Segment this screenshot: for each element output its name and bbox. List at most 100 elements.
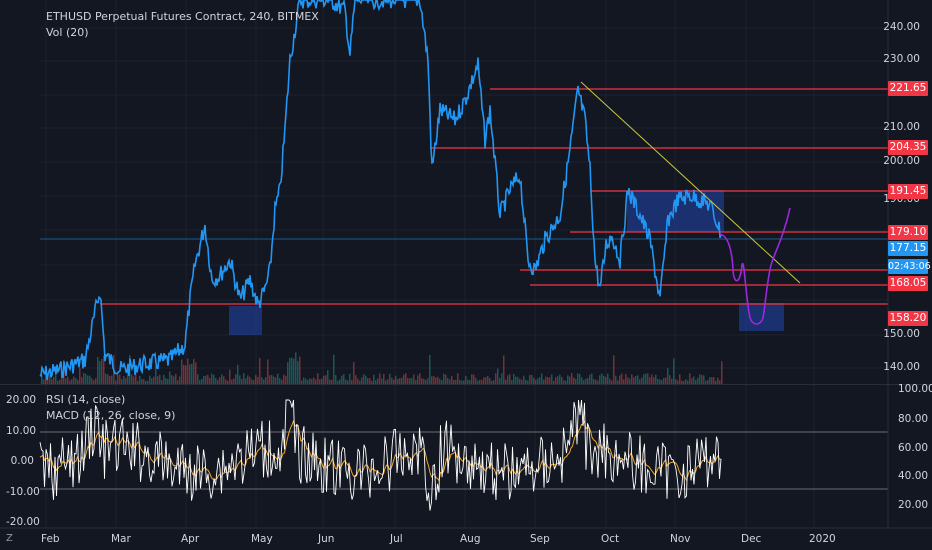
volume-bar (241, 379, 243, 384)
price-tick: 140.00 (883, 361, 920, 373)
volume-bar (303, 377, 305, 384)
volume-bar (107, 374, 109, 384)
volume-bar (597, 380, 599, 384)
volume-bar (401, 377, 403, 384)
volume-bar (235, 374, 237, 384)
volume-bar (353, 361, 355, 384)
volume-bar (533, 377, 535, 384)
volume-bar (699, 374, 701, 384)
trendline[interactable] (580, 81, 801, 284)
volume-bar (145, 380, 147, 384)
volume-bar (599, 375, 601, 384)
volume-bar (539, 377, 541, 384)
volume-bar (547, 377, 549, 384)
level-badge[interactable]: 191.45 (888, 184, 928, 199)
volume-bar (349, 373, 351, 384)
volume-bar (61, 374, 63, 384)
volume-bar (477, 380, 479, 384)
volume-bar (49, 374, 51, 384)
volume-bar (521, 379, 523, 384)
volume-bar (197, 374, 199, 384)
volume-bar (105, 373, 107, 384)
price-tick: 230.00 (883, 53, 920, 65)
volume-bar (237, 364, 239, 384)
volume-bar (65, 378, 67, 384)
volume-bar (685, 379, 687, 384)
time-tick: Mar (111, 533, 131, 545)
volume-bar (155, 365, 157, 384)
volume-bar (309, 378, 311, 384)
volume-bar (73, 376, 75, 384)
time-tick: Sep (530, 533, 550, 545)
volume-bar (297, 360, 299, 384)
volume-bar (601, 373, 603, 384)
zoom-icon[interactable]: Z (6, 533, 13, 544)
volume-bar (435, 377, 437, 384)
volume-bar (691, 378, 693, 384)
symbol-title[interactable]: ETHUSD Perpetual Futures Contract, 240, … (46, 10, 319, 23)
volume-bar (307, 379, 309, 384)
volume-bar (193, 358, 195, 384)
volume-bar (351, 379, 353, 384)
projection-path[interactable] (719, 207, 791, 325)
volume-indicator-label[interactable]: Vol (20) (46, 26, 89, 39)
volume-bar (225, 379, 227, 384)
time-tick: Oct (601, 533, 620, 545)
volume-bar (495, 373, 497, 384)
volume-bar (425, 380, 427, 384)
range-box (229, 306, 262, 335)
level-badge[interactable]: 158.20 (888, 311, 928, 326)
volume-bar (455, 380, 457, 384)
volume-bar (133, 376, 135, 384)
volume-bar (299, 356, 301, 384)
volume-bar (449, 379, 451, 384)
volume-bar (687, 380, 689, 384)
volume-bar (497, 368, 499, 384)
volume-bar (271, 374, 273, 384)
rsi-indicator-label[interactable]: RSI (14, close) (46, 393, 126, 406)
level-badge[interactable]: 168.05 (888, 276, 928, 291)
volume-bar (451, 375, 453, 384)
last-price-badge[interactable]: 177.15 (888, 241, 928, 256)
volume-bar (205, 375, 207, 384)
volume-bar (209, 377, 211, 384)
volume-bar (471, 374, 473, 384)
volume-bar (577, 373, 579, 384)
volume-bar (345, 379, 347, 384)
volume-bar (141, 379, 143, 384)
volume-bar (247, 375, 249, 384)
volume-bar (279, 378, 281, 384)
volume-bar (167, 378, 169, 384)
macd-indicator-label[interactable]: MACD (12, 26, close, 9) (46, 409, 176, 422)
level-badge[interactable]: 204.35 (888, 140, 928, 155)
price-line (39, 0, 722, 381)
macd-signal-line (39, 419, 721, 482)
volume-bar (367, 378, 369, 384)
volume-bar (649, 377, 651, 384)
volume-bar (659, 379, 661, 384)
volume-bar (623, 379, 625, 384)
volume-bar (633, 377, 635, 384)
volume-bar (571, 373, 573, 384)
volume-bar (607, 373, 609, 384)
level-badge[interactable]: 221.65 (888, 81, 928, 96)
volume-bar (213, 374, 215, 384)
volume-bar (229, 369, 231, 384)
price-tick: 240.00 (883, 21, 920, 33)
volume-bar (473, 374, 475, 384)
volume-bar (179, 376, 181, 384)
volume-bar (417, 375, 419, 384)
volume-bar (461, 380, 463, 384)
level-badge[interactable]: 179.10 (888, 225, 928, 240)
volume-bar (693, 376, 695, 384)
volume-bar (675, 379, 677, 384)
volume-bar (339, 379, 341, 384)
volume-bar (335, 375, 337, 384)
volume-bar (679, 374, 681, 384)
volume-bar (465, 375, 467, 384)
volume-bar (319, 379, 321, 384)
macd-tick: -20.00 (6, 516, 40, 528)
volume-bar (419, 373, 421, 384)
volume-bar (77, 379, 79, 384)
